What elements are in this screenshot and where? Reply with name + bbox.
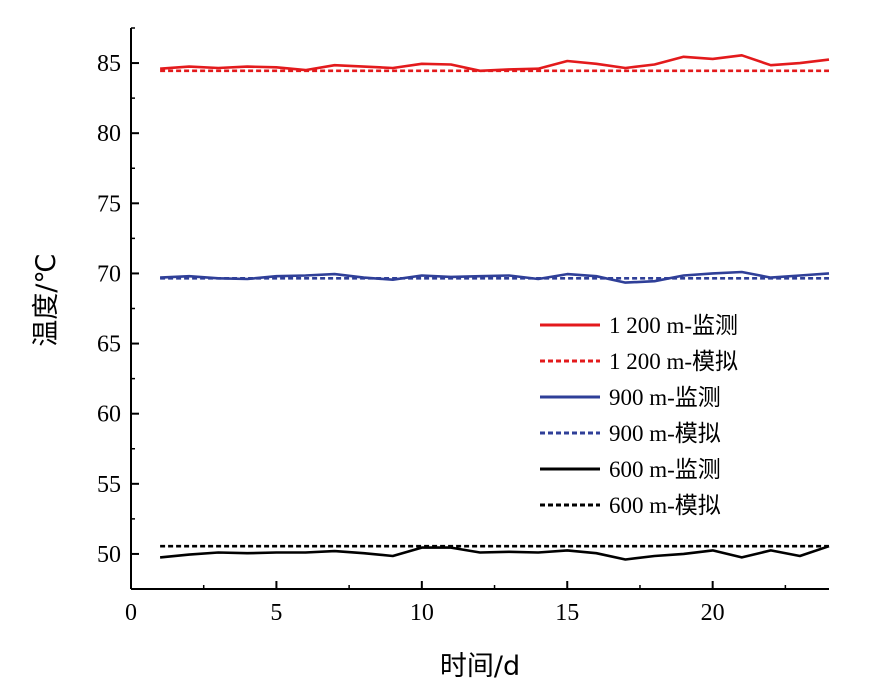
y-tick-label: 60	[97, 402, 121, 428]
y-tick-label: 55	[97, 472, 121, 498]
series-line-0	[160, 53, 830, 73]
x-tick-label: 5	[270, 600, 282, 626]
legend-label-3: 900 m-模拟	[609, 421, 721, 446]
y-tick-label: 85	[97, 51, 121, 77]
y-tick-label: 70	[97, 261, 121, 287]
y-tick-label: 50	[97, 542, 121, 568]
x-tick-label: 0	[125, 600, 137, 626]
legend: 1 200 m-监测 1 200 m-模拟 900 m-监测 900 m-模拟 600 …	[540, 313, 738, 518]
series-line-4	[159, 544, 830, 561]
y-tick-label: 65	[97, 332, 121, 358]
legend-label-5: 600 m-模拟	[609, 493, 721, 518]
legend-label-4: 600 m-监测	[609, 457, 721, 482]
legend-label-0: 1 200 m-监测	[609, 313, 738, 338]
x-tick-label: 20	[701, 600, 725, 626]
x-tick-label: 10	[410, 600, 434, 626]
legend-label-2: 900 m-监测	[609, 385, 721, 410]
y-tick-label: 80	[97, 121, 121, 147]
axes: 50 55 60 65 70 75 80 85 0 5 10 15 20	[97, 27, 829, 626]
x-axis-title: 时间/d	[440, 651, 520, 682]
x-tick-label: 15	[555, 600, 579, 626]
series-line-2	[160, 270, 830, 284]
legend-label-1: 1 200 m-模拟	[609, 349, 738, 374]
y-tick-label: 75	[97, 191, 121, 217]
plot-lines	[159, 53, 830, 561]
y-axis-title: 温度/℃	[31, 253, 62, 346]
